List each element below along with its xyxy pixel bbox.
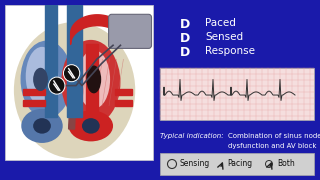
Text: Combination of sinus node: Combination of sinus node	[228, 133, 320, 139]
FancyBboxPatch shape	[160, 153, 314, 175]
FancyBboxPatch shape	[5, 5, 153, 160]
Text: Both: Both	[277, 159, 295, 168]
Text: Response: Response	[205, 46, 255, 56]
Text: D: D	[180, 46, 190, 59]
FancyBboxPatch shape	[160, 68, 314, 120]
Text: Pacing: Pacing	[227, 159, 252, 168]
Text: D: D	[180, 32, 190, 45]
Text: Sensed: Sensed	[205, 32, 243, 42]
Text: D: D	[180, 18, 190, 31]
Text: Sensing: Sensing	[179, 159, 209, 168]
Text: Paced: Paced	[205, 18, 236, 28]
Text: Typical indication:: Typical indication:	[160, 133, 224, 139]
Text: dysfunction and AV block: dysfunction and AV block	[228, 143, 316, 149]
